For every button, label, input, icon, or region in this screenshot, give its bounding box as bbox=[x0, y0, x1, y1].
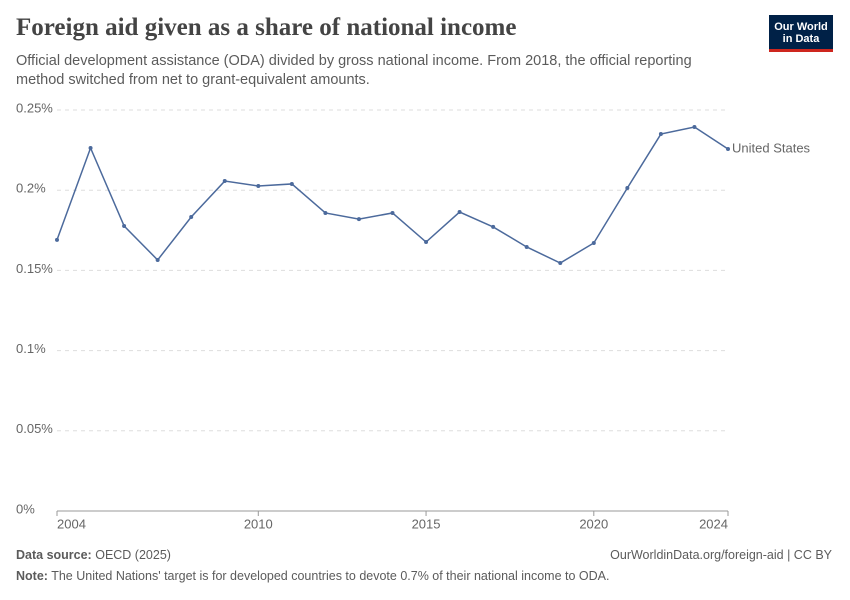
chart: 0% 0.05% 0.1% 0.15% 0.2% 0.25% 2004 2010 2015 202… bbox=[16, 100, 811, 531]
point bbox=[256, 184, 261, 189]
point bbox=[55, 237, 59, 242]
point bbox=[726, 146, 730, 151]
y-tick-label: 0.25% bbox=[16, 100, 53, 115]
point bbox=[692, 125, 697, 130]
point bbox=[524, 244, 529, 249]
y-tick-label: 0% bbox=[16, 501, 35, 516]
y-tick-label: 0.1% bbox=[16, 341, 46, 356]
point bbox=[390, 210, 395, 215]
point bbox=[189, 214, 194, 219]
point bbox=[323, 210, 328, 215]
note-text: The United Nations' target is for develo… bbox=[51, 569, 610, 583]
series-label: United States bbox=[732, 140, 811, 155]
x-tick-label: 2010 bbox=[244, 516, 273, 531]
note-label: Note: bbox=[16, 569, 48, 583]
point bbox=[625, 185, 630, 190]
y-tick-label: 0.15% bbox=[16, 261, 53, 276]
y-tick-label: 0.2% bbox=[16, 181, 46, 196]
point bbox=[155, 257, 160, 262]
chart-title: Foreign aid given as a share of national… bbox=[16, 14, 517, 41]
logo-line: in Data bbox=[782, 33, 820, 45]
source-text: OECD (2025) bbox=[95, 548, 171, 562]
note: Note: The United Nations' target is for … bbox=[16, 569, 609, 583]
logo-line: Our World bbox=[774, 21, 828, 33]
url[interactable]: OurWorldinData.org/foreign-aid | CC BY bbox=[610, 548, 832, 562]
x-tick-label: 2024 bbox=[699, 516, 728, 531]
point bbox=[289, 181, 294, 186]
source-label: Data source: bbox=[16, 548, 92, 562]
point bbox=[222, 179, 227, 184]
x-tick-label: 2004 bbox=[57, 516, 86, 531]
point bbox=[88, 146, 93, 151]
point bbox=[122, 223, 127, 228]
point bbox=[457, 210, 462, 215]
y-tick-label: 0.05% bbox=[16, 421, 53, 436]
point bbox=[356, 217, 361, 222]
point bbox=[658, 132, 663, 137]
x-tick-label: 2020 bbox=[579, 516, 608, 531]
point bbox=[591, 240, 596, 245]
point bbox=[491, 224, 496, 229]
point bbox=[424, 240, 429, 245]
x-tick-label: 2015 bbox=[412, 516, 441, 531]
source: Data source: OECD (2025) bbox=[16, 548, 171, 562]
point bbox=[558, 261, 563, 266]
line bbox=[56, 126, 729, 264]
chart-subtitle: Official development assistance (ODA) di… bbox=[16, 53, 692, 88]
logo[interactable]: Our World in Data bbox=[769, 15, 833, 52]
